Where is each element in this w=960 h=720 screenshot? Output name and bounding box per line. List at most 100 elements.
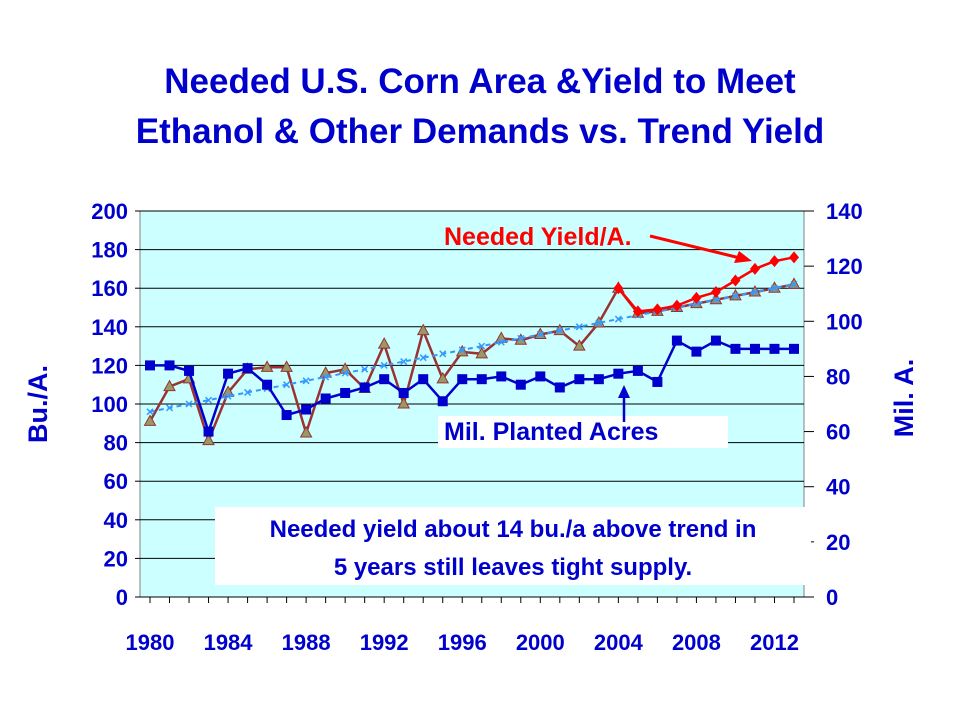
data-point-square [632, 365, 643, 376]
series-0 [613, 251, 799, 318]
y-left-tick-label: 60 [104, 469, 128, 494]
data-point-square [301, 404, 312, 415]
series-3 [145, 335, 799, 437]
x-tick-label: 1992 [360, 630, 409, 655]
data-point-triangle [416, 323, 430, 336]
x-tick-label: 2012 [750, 630, 799, 655]
data-point-x [497, 338, 505, 346]
needed-yield-label: Needed Yield/A. [444, 223, 632, 251]
y-left-tick-label: 40 [104, 508, 128, 533]
acres-label: Mil. Planted Acres [444, 418, 658, 446]
y-left-tick-label: 80 [104, 431, 128, 456]
data-point-triangle [143, 414, 157, 426]
data-point-square [164, 360, 175, 371]
data-point-square [145, 360, 155, 371]
data-point-square [730, 343, 741, 354]
data-point-square [593, 374, 604, 385]
data-point-x [185, 400, 193, 408]
data-point-x [712, 296, 720, 304]
y-right-tick-label: 80 [826, 364, 850, 389]
callout-line-1: Needed yield about 14 bu./a above trend … [270, 516, 757, 543]
data-point-square [184, 365, 195, 376]
data-point-square [418, 374, 429, 385]
y-right-tick-label: 40 [826, 475, 850, 500]
data-point-diamond [730, 274, 741, 287]
data-point-x [341, 369, 349, 377]
y-left-tick-label: 140 [91, 315, 128, 340]
y-axis-right: 0 20 40 60 80 100 120 140 [804, 199, 863, 610]
y-left-tick-label: 120 [91, 353, 128, 378]
callout-line-2: 5 years still leaves tight supply. [334, 554, 692, 581]
data-point-square [749, 343, 760, 354]
data-point-x [790, 280, 798, 288]
y-left-tick-label: 200 [91, 199, 128, 224]
data-point-square [476, 374, 487, 385]
data-point-triangle [299, 425, 313, 438]
data-point-square [281, 410, 292, 421]
series-line [148, 283, 795, 445]
data-point-x [380, 361, 388, 369]
data-point-x [751, 288, 759, 296]
chart-title-line-1: Needed U.S. Corn Area &Yield to Meet [164, 62, 796, 101]
data-point-triangle [163, 379, 176, 392]
y-left-tick-label: 0 [116, 585, 128, 610]
data-point-x [536, 330, 544, 339]
data-point-x [731, 292, 739, 300]
y-right-tick-label: 140 [826, 199, 863, 224]
data-point-square [398, 387, 409, 398]
x-tick-label: 2008 [672, 630, 721, 655]
data-point-x [770, 284, 779, 292]
data-point-x [595, 319, 603, 327]
data-point-square [574, 374, 585, 385]
data-point-diamond [671, 299, 682, 312]
data-point-x [575, 323, 583, 331]
chart-title-line-2: Ethanol & Other Demands vs. Trend Yield [135, 112, 825, 151]
data-point-square [691, 346, 702, 357]
data-point-x [205, 396, 213, 404]
data-point-diamond [632, 305, 643, 318]
data-point-square [789, 343, 799, 354]
y-left-tick-label: 100 [91, 392, 128, 417]
data-point-x [556, 327, 564, 335]
data-point-x [165, 404, 174, 412]
data-point-x [614, 315, 622, 323]
data-point-x [439, 350, 447, 358]
data-point-diamond [613, 282, 624, 295]
data-point-triangle [397, 396, 411, 409]
data-point-triangle [260, 360, 274, 372]
data-point-diamond [769, 255, 780, 268]
y-left-tick-label: 20 [104, 546, 128, 571]
data-point-square [379, 374, 390, 385]
data-point-triangle [572, 339, 586, 351]
data-point-square [437, 396, 448, 407]
series-layer [143, 251, 801, 446]
data-point-triangle [202, 433, 215, 446]
data-point-square [223, 368, 234, 379]
data-point-square [535, 371, 546, 382]
data-point-x [478, 342, 486, 350]
data-point-x [419, 354, 427, 362]
data-point-diamond [691, 291, 702, 304]
data-point-square [710, 335, 721, 346]
data-point-square [262, 379, 273, 390]
data-point-square [320, 393, 331, 404]
data-point-triangle [280, 360, 293, 372]
x-tick-label: 2000 [516, 630, 565, 655]
x-tick-label: 1984 [204, 630, 254, 655]
series-line [617, 256, 795, 313]
data-point-x [361, 365, 369, 373]
data-point-diamond [710, 286, 721, 299]
y-right-tick-label: 100 [826, 309, 863, 334]
data-point-square [515, 379, 526, 390]
acres-label-bg [438, 416, 728, 448]
data-point-square [769, 343, 780, 354]
x-tick-label: 1980 [126, 630, 175, 655]
y-right-tick-label: 0 [826, 585, 838, 610]
data-point-square [242, 363, 253, 374]
data-point-x [517, 334, 525, 342]
y-right-tick-label: 120 [826, 254, 863, 279]
data-point-square [671, 335, 682, 346]
x-tick-label: 1988 [282, 630, 331, 655]
data-point-x [224, 392, 232, 400]
